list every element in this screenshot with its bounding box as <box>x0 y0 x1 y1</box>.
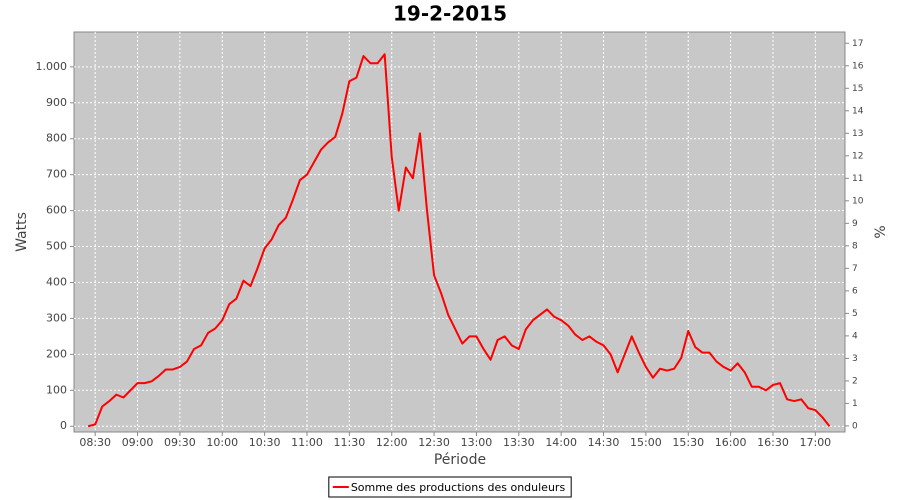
y2-tick-label: 15 <box>852 84 863 94</box>
y2-tick-label: 16 <box>852 61 864 71</box>
y2-tick-label: 2 <box>852 376 858 386</box>
x-tick-label: 12:30 <box>418 436 450 449</box>
plot-area <box>73 31 846 433</box>
y2-tick-label: 1 <box>852 399 858 409</box>
y2-tick-label: 11 <box>852 174 863 184</box>
y-tick-label: 700 <box>46 168 67 181</box>
x-tick-label: 10:00 <box>206 436 238 449</box>
x-tick-label: 08:30 <box>79 436 111 449</box>
x-tick-label: 12:00 <box>376 436 408 449</box>
y-axis-label: Watts <box>14 212 30 252</box>
y-tick-label: 800 <box>46 132 67 145</box>
x-tick-label: 09:30 <box>164 436 196 449</box>
y2-tick-label: 10 <box>852 196 864 206</box>
y2-tick-label: 17 <box>852 39 863 49</box>
x-tick-label: 15:00 <box>630 436 662 449</box>
y2-tick-label: 0 <box>852 421 858 431</box>
x-tick-label: 13:30 <box>503 436 535 449</box>
y2-tick-label: 8 <box>852 241 858 251</box>
x-tick-label: 15:30 <box>672 436 704 449</box>
y2-tick-label: 13 <box>852 129 863 139</box>
y2-tick-label: 4 <box>852 331 858 341</box>
x-axis-label: Période <box>434 452 486 468</box>
y-tick-label: 900 <box>46 96 67 109</box>
y-tick-label: 1.000 <box>36 60 68 73</box>
y-tick-label: 500 <box>46 240 67 253</box>
y-tick-label: 400 <box>46 275 67 288</box>
x-tick-label: 16:30 <box>757 436 789 449</box>
y2-tick-label: 6 <box>852 286 858 296</box>
y2-tick-label: 14 <box>852 106 864 116</box>
x-tick-label: 17:00 <box>799 436 831 449</box>
y-tick-label: 600 <box>46 204 67 217</box>
line-series <box>87 53 831 428</box>
y2-tick-label: 3 <box>852 354 858 364</box>
y2-axis-label: % <box>873 225 889 238</box>
y-tick-label: 300 <box>46 311 67 324</box>
x-tick-label: 11:00 <box>291 436 323 449</box>
y-tick-label: 100 <box>46 383 67 396</box>
x-tick-label: 14:30 <box>588 436 620 449</box>
x-tick-label: 16:00 <box>715 436 747 449</box>
y2-tick-label: 9 <box>852 219 858 229</box>
legend-box <box>328 476 572 498</box>
legend-label: Somme des productions des onduleurs <box>351 481 566 494</box>
x-tick-label: 13:00 <box>461 436 493 449</box>
y2-tick-label: 5 <box>852 309 858 319</box>
x-tick-label: 14:00 <box>545 436 577 449</box>
y2-tick-label: 7 <box>852 264 858 274</box>
y-tick-label: 0 <box>60 419 67 432</box>
chart-title: 19-2-2015 <box>393 2 507 26</box>
legend: Somme des productions des onduleurs <box>328 476 572 498</box>
y2-tick-label: 12 <box>852 151 863 161</box>
x-tick-label: 09:00 <box>122 436 154 449</box>
x-tick-label: 11:30 <box>334 436 366 449</box>
y-tick-label: 200 <box>46 347 67 360</box>
x-tick-label: 10:30 <box>249 436 281 449</box>
